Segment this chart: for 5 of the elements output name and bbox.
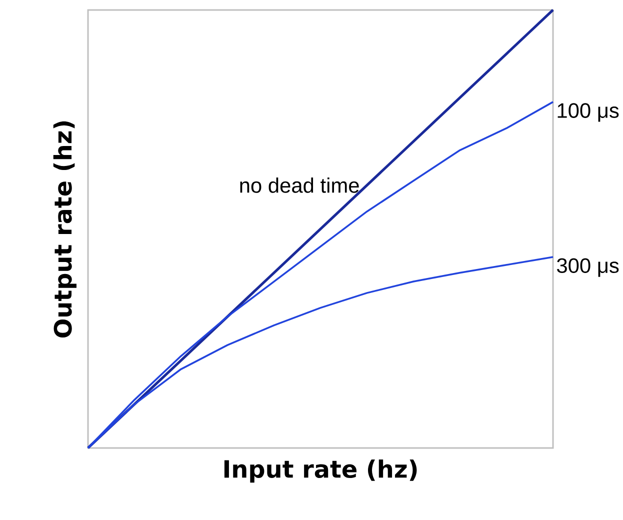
series-label: 100 μs [558, 103, 619, 122]
x-axis-title: Input rate (hz) [224, 460, 417, 483]
series-label: 300 μs [557, 258, 619, 277]
y-axis-title: Output rate (hz) [53, 121, 76, 338]
series-label: no dead time [240, 178, 359, 193]
